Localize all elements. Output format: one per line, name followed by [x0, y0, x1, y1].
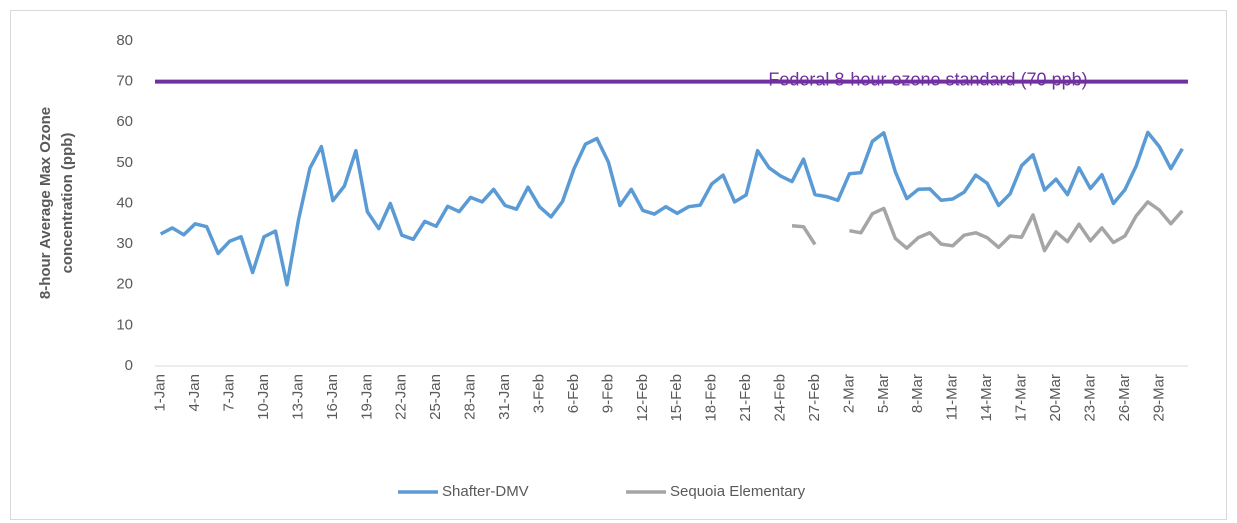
legend-label: Shafter-DMV [442, 483, 529, 500]
x-tick-label: 1-Jan [152, 374, 169, 412]
x-tick-label: 31-Jan [496, 374, 513, 420]
y-tick-label: 80 [116, 32, 133, 49]
y-tick-label: 70 [116, 73, 133, 90]
x-tick-label: 10-Jan [255, 374, 272, 420]
y-axis-label: 8-hour Average Max Ozone concentration (p… [37, 107, 76, 299]
chart-border [10, 10, 1227, 520]
x-tick-label: 15-Feb [668, 374, 685, 422]
y-tick-label: 50 [116, 154, 133, 171]
x-tick-label: 29-Mar [1150, 374, 1167, 422]
x-tick-label: 7-Jan [221, 374, 238, 412]
y-tick-label: 10 [116, 316, 133, 333]
y-tick-label: 40 [116, 194, 133, 211]
x-tick-label: 18-Feb [703, 374, 720, 422]
legend-label: Sequoia Elementary [670, 483, 806, 500]
x-tick-label: 21-Feb [737, 374, 754, 422]
x-tick-label: 24-Feb [772, 374, 789, 422]
y-tick-label: 30 [116, 235, 133, 252]
x-tick-label: 14-Mar [978, 374, 995, 422]
x-tick-label: 13-Jan [289, 374, 306, 420]
x-tick-label: 2-Mar [840, 374, 857, 413]
x-tick-label: 5-Mar [875, 374, 892, 413]
x-tick-label: 3-Feb [530, 374, 547, 413]
y-tick-label: 60 [116, 113, 133, 130]
x-tick-label: 8-Mar [909, 374, 926, 413]
x-tick-label: 23-Mar [1081, 374, 1098, 422]
reference-label: Federal 8-hour ozone standard (70 ppb) [768, 69, 1087, 89]
x-tick-label: 26-Mar [1116, 374, 1133, 422]
x-tick-label: 17-Mar [1013, 374, 1030, 422]
series-line [791, 200, 1184, 253]
x-tick-label: 22-Jan [393, 374, 410, 420]
x-tick-label: 4-Jan [186, 374, 203, 412]
x-tick-label: 28-Jan [462, 374, 479, 420]
series-line [159, 130, 1184, 287]
x-tick-label: 6-Feb [565, 374, 582, 413]
x-tick-label: 9-Feb [599, 374, 616, 413]
x-tick-label: 16-Jan [324, 374, 341, 420]
x-tick-label: 20-Mar [1047, 374, 1064, 422]
y-tick-label: 0 [125, 357, 133, 374]
x-tick-label: 27-Feb [806, 374, 823, 422]
x-tick-label: 11-Mar [944, 374, 961, 420]
y-tick-label: 20 [116, 276, 133, 293]
x-tick-label: 19-Jan [358, 374, 375, 420]
x-tick-label: 25-Jan [427, 374, 444, 420]
x-tick-label: 12-Feb [634, 374, 651, 422]
